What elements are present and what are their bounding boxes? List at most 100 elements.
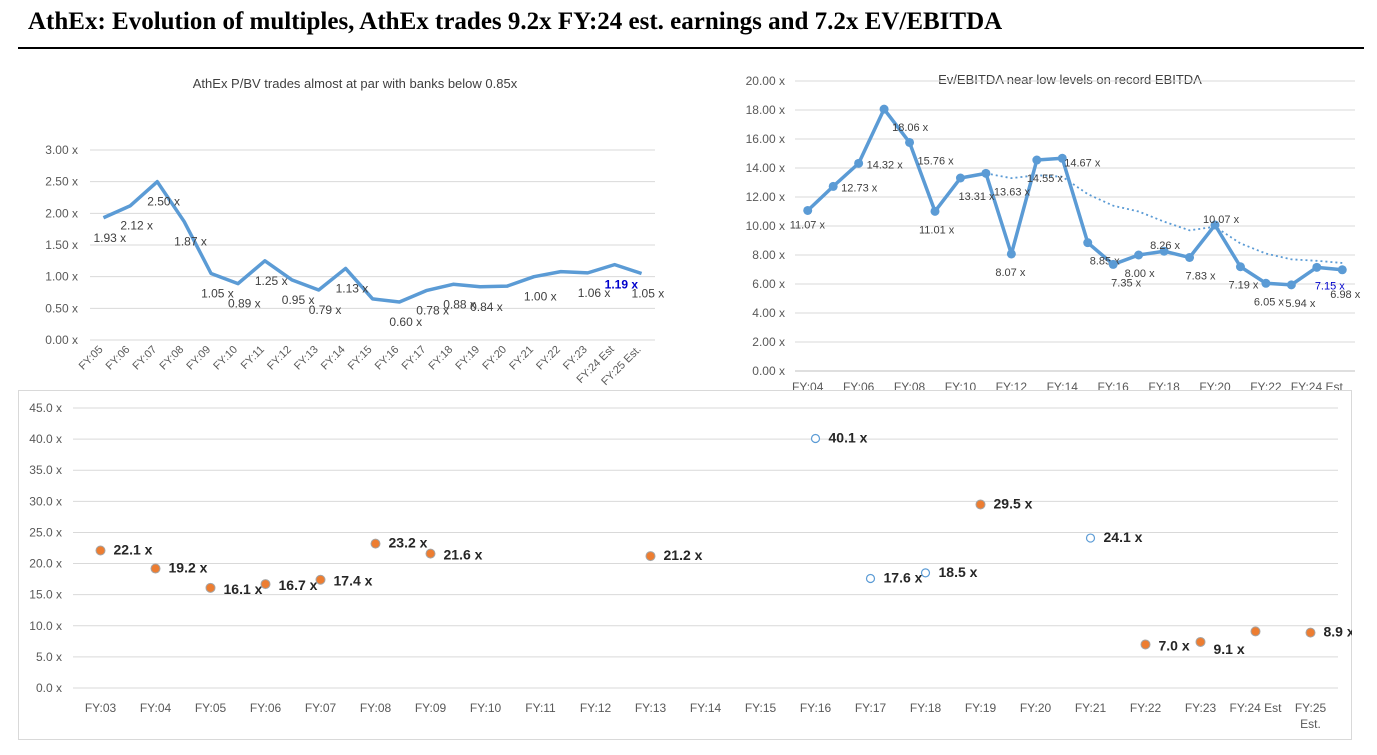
pbv-ytick-label: 1.50 x xyxy=(45,238,78,252)
pe-xtick-label: FY:11 xyxy=(525,701,556,715)
ev-data-point xyxy=(981,168,991,178)
ev-data-point xyxy=(1286,280,1296,290)
pe-xtick-label: FY:04 xyxy=(140,701,172,715)
pbv-xtick-label: FY:06 xyxy=(104,344,133,373)
ev-data-point xyxy=(854,158,864,168)
pe-data-point xyxy=(1140,639,1151,650)
pbv-xtick-label: FY:09 xyxy=(184,344,213,373)
pbv-xtick-label: FY:22 xyxy=(534,344,563,373)
ev-data-point xyxy=(1185,252,1195,262)
pe-data-point-hollow xyxy=(810,433,821,444)
ev-data-label: 5.94 x xyxy=(1285,298,1315,310)
ev-data-label: 14.32 x xyxy=(867,159,904,171)
pe-xtick-label-line2: Est. xyxy=(1300,717,1321,731)
pbv-data-label: 1.06 x xyxy=(578,286,611,300)
pbv-ytick-label: 0.00 x xyxy=(45,333,78,347)
pe-data-point-hollow xyxy=(1085,533,1096,543)
ev-data-label: 8.00 x xyxy=(1125,268,1155,280)
pe-data-label: 17.6 x xyxy=(884,569,923,585)
ev-ytick-label: 0.00 x xyxy=(752,364,785,378)
pbv-ytick-label: 3.00 x xyxy=(45,143,78,157)
ev-data-label: 18.06 x xyxy=(892,122,929,134)
ev-xtick-label: FY:18 xyxy=(1148,380,1180,392)
ev-xtick-label: FY:08 xyxy=(894,380,926,392)
pe-data-point xyxy=(95,545,106,556)
pe-data-label: 18.5 x xyxy=(939,564,978,580)
ev-ytick-label: 8.00 x xyxy=(752,248,785,262)
pe-data-point xyxy=(205,582,216,593)
pe-xtick-label: FY:23 xyxy=(1185,701,1217,715)
pbv-data-label: 1.93 x xyxy=(93,231,126,245)
pe-xtick-label: FY:08 xyxy=(360,701,392,715)
pe-ytick-label: 45.0 x xyxy=(29,401,62,415)
pbv-data-label: 2.12 x xyxy=(120,219,153,233)
pbv-ytick-label: 2.00 x xyxy=(45,206,78,220)
ev-xtick-label: FY:22 xyxy=(1250,380,1282,392)
pbv-data-label: 2.50 x xyxy=(147,195,180,209)
ev-data-label: 6.05 x xyxy=(1254,296,1284,308)
ev-xtick-label: FY:04 xyxy=(792,380,824,392)
pe-xtick-label: FY:15 xyxy=(745,701,777,715)
pbv-data-label: 0.60 x xyxy=(389,315,422,329)
pbv-data-label: 1.00 x xyxy=(524,290,557,304)
ev-ytick-label: 12.00 x xyxy=(746,190,785,204)
ev-series-line xyxy=(806,107,1343,287)
pe-ytick-label: 20.0 x xyxy=(29,557,62,571)
pe-data-label: 24.1 x xyxy=(1104,529,1143,545)
pbv-data-label: 0.84 x xyxy=(470,300,503,314)
pe-data-point xyxy=(370,538,381,549)
pe-xtick-label: FY:17 xyxy=(855,701,887,715)
pe-ytick-label: 0.0 x xyxy=(36,681,62,695)
ev-data-label: 7.83 x xyxy=(1186,270,1216,282)
pbv-xtick-label: FY:20 xyxy=(480,344,509,373)
ev-data-point xyxy=(1235,262,1245,272)
pe-xtick-label: FY:10 xyxy=(470,701,502,715)
ev-data-point xyxy=(803,205,813,215)
pe-xtick-label: FY:16 xyxy=(800,701,832,715)
pe-ytick-label: 30.0 x xyxy=(29,494,62,508)
ev-xtick-label: FY:24 Est xyxy=(1291,380,1344,392)
pe-data-point xyxy=(425,548,436,559)
pbv-xtick-label: FY:12 xyxy=(265,344,294,373)
pe-xtick-label: FY:21 xyxy=(1075,701,1107,715)
pe-xtick-label: FY:24 Est xyxy=(1229,701,1282,715)
pe-data-point xyxy=(975,499,986,510)
ev-xtick-label: FY:16 xyxy=(1098,380,1130,392)
pbv-chart-title: AthEx P/BV trades almost at par with ban… xyxy=(193,76,518,91)
ev-data-point xyxy=(1108,259,1118,269)
pe-data-label: 23.2 x xyxy=(389,535,428,551)
ev-data-point xyxy=(1312,262,1322,272)
pbv-xtick-label: FY:07 xyxy=(131,344,160,373)
pbv-xtick-label: FY:05 xyxy=(77,344,106,373)
ev-data-point xyxy=(1337,265,1347,275)
pe-xtick-label: FY:05 xyxy=(195,701,227,715)
ev-data-point xyxy=(828,181,838,191)
pbv-data-label: 0.88 x xyxy=(443,297,476,311)
pe-data-label: 17.4 x xyxy=(334,573,373,589)
pbv-data-label: 1.19 x xyxy=(605,278,639,292)
pe-data-point xyxy=(260,579,271,590)
ev-data-point xyxy=(1083,238,1093,248)
pe-xtick-label: FY:18 xyxy=(910,701,942,715)
pe-xtick-label: FY:12 xyxy=(580,701,612,715)
ev-data-point xyxy=(1032,155,1042,165)
ev-data-label: 7.19 x xyxy=(1228,280,1258,292)
pbv-data-label: 0.95 x xyxy=(282,293,315,307)
pe-xtick-label: FY:13 xyxy=(635,701,667,715)
ev-data-label: 8.85 x xyxy=(1090,256,1120,268)
ev-data-point xyxy=(1057,153,1067,163)
ev-data-point xyxy=(955,173,965,183)
pe-data-label: 16.7 x xyxy=(279,577,318,593)
page-title: AthEx: Evolution of multiples, AthEx tra… xyxy=(28,8,1003,35)
ev-trend-line xyxy=(985,172,1343,264)
ev-chart-title: Ev/EBITDA near low levels on record EBIT… xyxy=(938,72,1202,87)
pe-xtick-label: FY:03 xyxy=(85,701,117,715)
ev-ytick-label: 18.00 x xyxy=(746,103,785,117)
pe-xtick-label: FY:22 xyxy=(1130,701,1162,715)
pe-data-point xyxy=(150,563,161,574)
pbv-ytick-label: 0.50 x xyxy=(45,301,78,315)
pe-data-label: 7.0 x xyxy=(1159,637,1190,653)
pe-data-point xyxy=(1305,627,1316,638)
pbv-xtick-label: FY:15 xyxy=(346,344,375,373)
ev-ebitda-line-chart: Ev/EBITDA near low levels on record EBIT… xyxy=(746,72,1361,392)
